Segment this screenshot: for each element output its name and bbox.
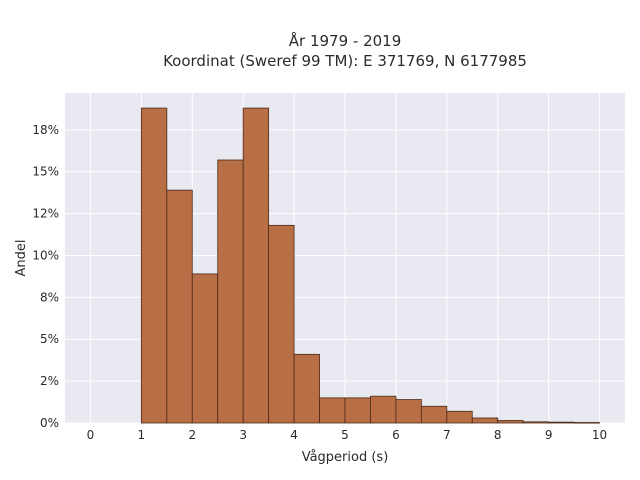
- histogram-bar: [268, 224, 295, 424]
- histogram-bar: [293, 353, 320, 424]
- histogram-bar: [217, 159, 244, 424]
- grid-lines: [65, 93, 625, 424]
- histogram-bar: [522, 421, 550, 424]
- y-tick-label: 0%: [40, 416, 59, 430]
- histogram-bar: [344, 397, 371, 424]
- histogram-bar: [242, 107, 270, 424]
- histogram-bar: [573, 422, 600, 424]
- y-tick-label: 8%: [40, 290, 59, 304]
- y-axis-label: Andel: [14, 240, 29, 277]
- histogram-bar: [319, 397, 346, 424]
- x-tick-label: 7: [443, 428, 451, 442]
- histogram-bar: [471, 417, 499, 424]
- y-tick-label: 15%: [32, 165, 59, 179]
- chart-title-line-1: År 1979 - 2019: [289, 31, 402, 50]
- histogram-bar: [446, 410, 473, 424]
- x-tick-label: 2: [188, 428, 196, 442]
- y-tick-label: 10%: [32, 248, 59, 262]
- histogram-bar: [191, 273, 219, 424]
- x-tick-label: 0: [87, 428, 95, 442]
- x-tick-label: 1: [138, 428, 146, 442]
- y-tick-label: 5%: [40, 332, 59, 346]
- x-tick-label: 4: [290, 428, 298, 442]
- x-tick-label: 5: [341, 428, 349, 442]
- histogram-bar: [420, 405, 448, 424]
- chart-title-line-2: Koordinat (Sweref 99 TM): E 371769, N 61…: [163, 52, 527, 70]
- histogram-bar: [166, 189, 193, 424]
- histogram-bar: [370, 395, 397, 424]
- y-tick-label: 2%: [40, 374, 59, 388]
- histogram-bar: [140, 107, 168, 424]
- y-tick-label: 12%: [32, 207, 59, 221]
- bars: [140, 107, 600, 424]
- x-axis-ticks: 0 1 2 3 4 5 6 7 8 9 10: [87, 428, 608, 442]
- x-tick-label: 8: [494, 428, 502, 442]
- histogram-bar: [548, 421, 575, 424]
- x-tick-label: 10: [592, 428, 607, 442]
- x-tick-label: 6: [392, 428, 400, 442]
- x-tick-label: 9: [545, 428, 553, 442]
- x-axis-label: Vågperiod (s): [302, 450, 389, 465]
- y-tick-label: 18%: [32, 123, 59, 137]
- y-axis-ticks: 0% 2% 5% 8% 10% 12% 15% 18%: [32, 123, 59, 430]
- histogram-bar: [497, 420, 524, 424]
- x-tick-label: 3: [239, 428, 247, 442]
- histogram-bar: [395, 399, 422, 424]
